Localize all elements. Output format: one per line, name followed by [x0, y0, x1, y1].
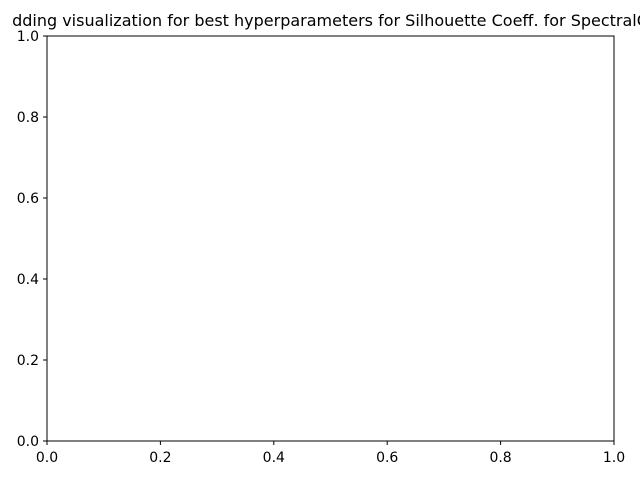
plot-area — [46, 35, 615, 442]
chart-title: dding visualization for best hyperparame… — [12, 11, 640, 30]
x-tick-label: 0.2 — [149, 450, 171, 466]
x-tick-label: 0.8 — [489, 450, 511, 466]
x-tick-label: 0.0 — [36, 450, 58, 466]
y-tick-label: 1.0 — [17, 29, 39, 45]
y-tick-label: 0.8 — [17, 110, 39, 126]
x-axis-ticks: 0.0 0.2 0.4 0.6 0.8 1.0 — [36, 441, 625, 466]
x-tick-label: 0.4 — [263, 450, 285, 466]
y-tick-label: 0.0 — [17, 434, 39, 450]
x-tick-label: 1.0 — [603, 450, 625, 466]
y-tick-label: 0.2 — [17, 353, 39, 369]
x-tick-label: 0.6 — [376, 450, 398, 466]
y-axis-ticks: 0.0 0.2 0.4 0.6 0.8 1.0 — [17, 29, 47, 450]
y-tick-label: 0.4 — [17, 272, 39, 288]
y-tick-label: 0.6 — [17, 191, 39, 207]
